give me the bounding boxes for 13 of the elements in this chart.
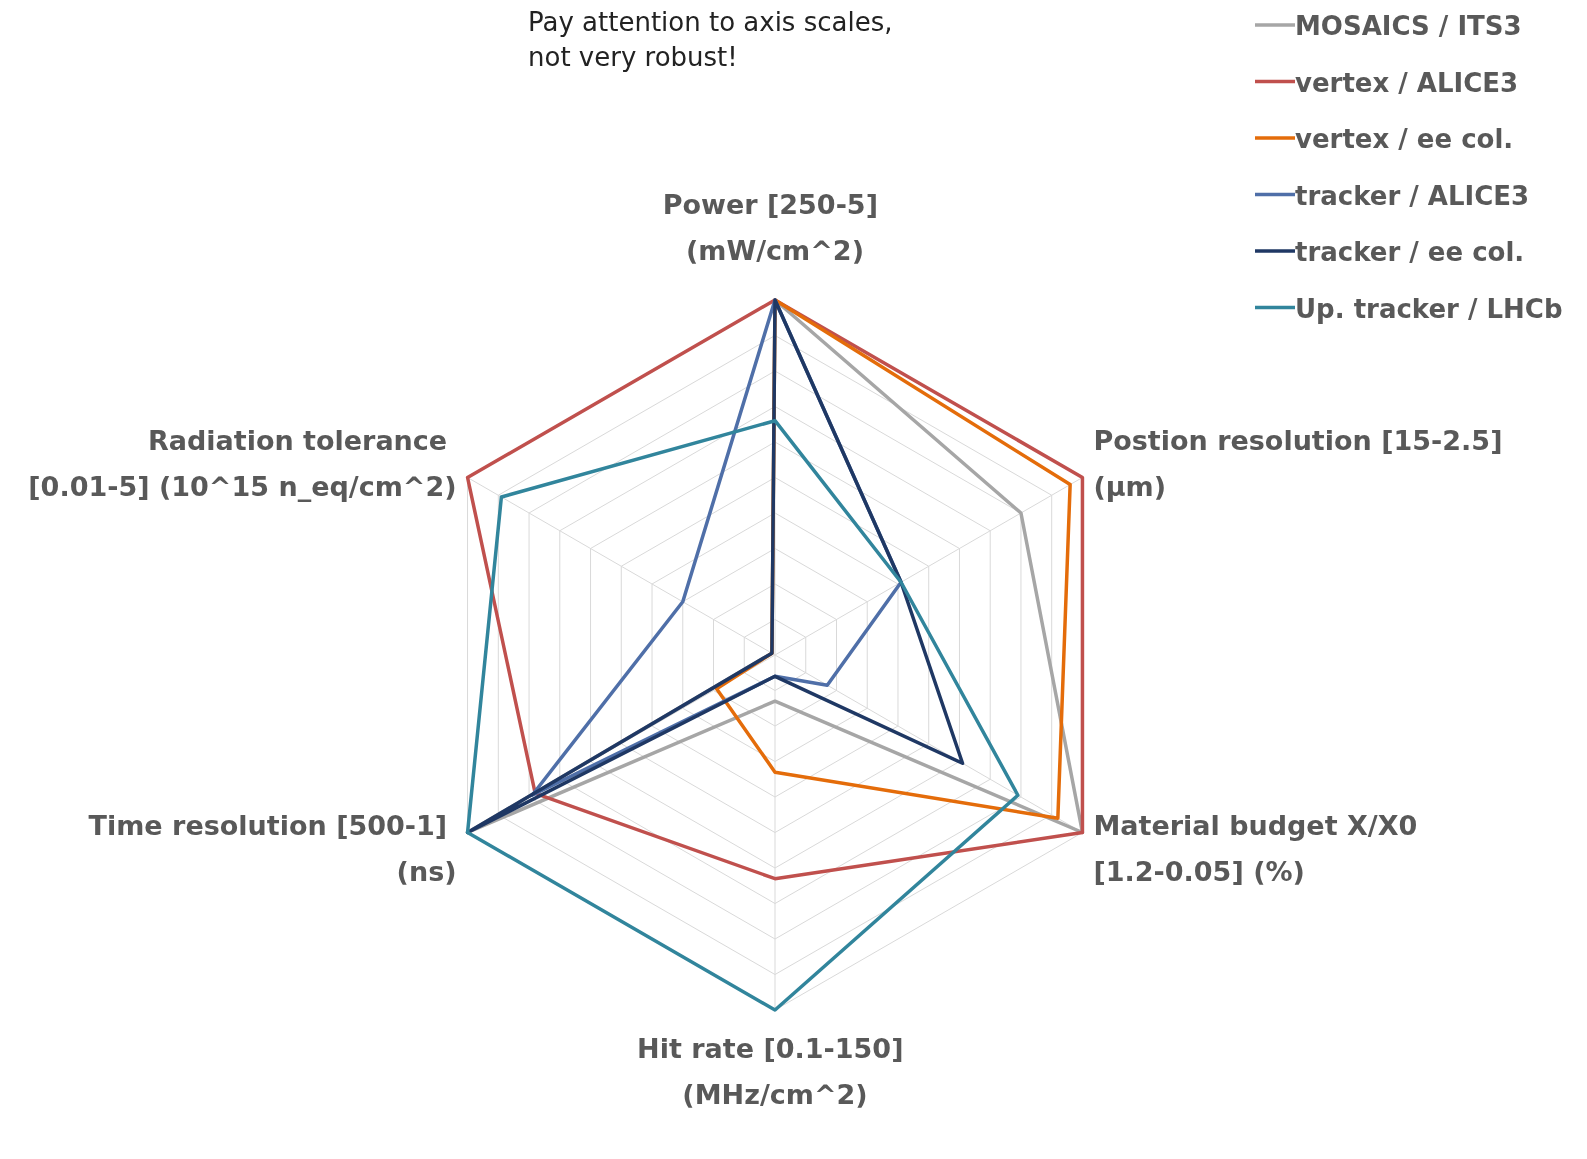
- spoke-label: Material budget X/X0 [1.2-0.05] (%): [1093, 809, 1427, 887]
- spoke-label: Radiation tolerance [0.01-5] (10^15 n_eq/cm^2): [28, 424, 457, 502]
- spoke-label: Time resolution [500-1] (ns): [88, 809, 457, 887]
- spoke-label: Hit rate [0.1-150] (MHz/cm^2): [637, 1033, 913, 1110]
- spoke-label: Postion resolution [15-2.5] (µm): [1093, 424, 1512, 502]
- legend-label: vertex / ee col.: [1295, 124, 1514, 154]
- legend-label: tracker / ALICE3: [1295, 180, 1530, 211]
- legend-label: MOSAICS / ITS3: [1295, 11, 1522, 41]
- text: Pay attention to axis scales, not very robust!: [528, 7, 893, 72]
- legend-label: Up. tracker / LHCb: [1295, 293, 1563, 324]
- legend-label: tracker / ee col.: [1295, 237, 1525, 267]
- legend-label: vertex / ALICE3: [1295, 67, 1519, 98]
- spoke-label: Power [250-5] (mW/cm^2): [662, 189, 888, 266]
